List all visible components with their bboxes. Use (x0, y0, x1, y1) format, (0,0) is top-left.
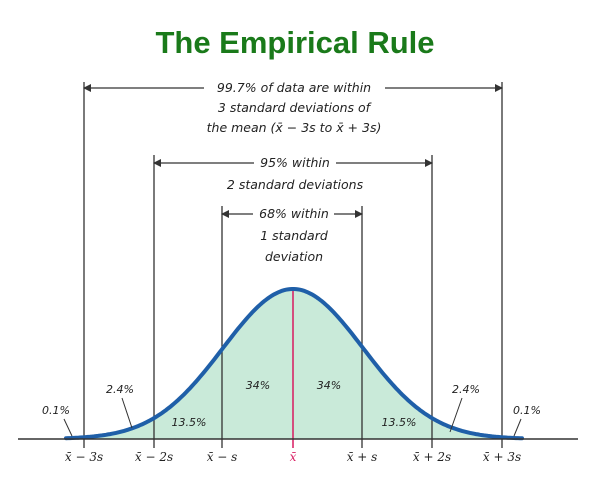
bracket-2sd-line-2: 2 standard deviations (227, 177, 364, 192)
bell-curve (64, 287, 524, 441)
bracket-2sd-line-1: 95% within (260, 155, 330, 170)
label-band-right-inner: 34% (317, 379, 341, 392)
label-band-left-middle: 13.5% (172, 416, 207, 429)
label-band-left-inner: 34% (246, 379, 270, 392)
tick-mean: x̄ (290, 450, 297, 464)
tick-minus-1s: x̄ − s (207, 450, 238, 464)
bracket-2sd: 95% within 2 standard deviations (153, 155, 433, 192)
curve-area (66, 289, 522, 439)
leader-tail-right (513, 418, 522, 437)
label-tail-left: 0.1% (42, 404, 70, 417)
leader-lines (63, 397, 522, 437)
label-band-right-middle: 13.5% (382, 416, 417, 429)
tick-minus-3s: x̄ − 3s (65, 450, 103, 464)
leader-tail-left (63, 418, 73, 437)
leader-left-outer (121, 397, 133, 429)
tick-minus-2s: x̄ − 2s (135, 450, 173, 464)
bracket-1sd-line-1: 68% within (259, 206, 329, 221)
bracket-1sd: 68% within 1 standard deviation (221, 206, 363, 264)
bracket-1sd-line-2: 1 standard (260, 228, 328, 243)
bracket-3sd-line-3: the mean (x̄ − 3s to x̄ + 3s) (207, 120, 382, 135)
page-title: The Empirical Rule (155, 25, 434, 60)
label-band-left-outer: 2.4% (106, 383, 134, 396)
tick-plus-3s: x̄ + 3s (483, 450, 521, 464)
leader-right-outer (449, 397, 463, 433)
axis-tick-labels: x̄ − 3s x̄ − 2s x̄ − s x̄ x̄ + s x̄ + 2s… (65, 450, 521, 464)
label-band-right-outer: 2.4% (452, 383, 480, 396)
region-labels: 34% 34% 13.5% 13.5% 2.4% 2.4% 0.1% 0.1% (42, 379, 541, 429)
label-tail-right: 0.1% (513, 404, 541, 417)
tick-plus-1s: x̄ + s (347, 450, 378, 464)
bracket-1sd-line-3: deviation (265, 249, 323, 264)
bracket-3sd-line-1: 99.7% of data are within (217, 80, 371, 95)
deviation-lines (83, 82, 503, 448)
bracket-3sd: 99.7% of data are within 3 standard devi… (83, 80, 503, 135)
tick-plus-2s: x̄ + 2s (413, 450, 451, 464)
bracket-3sd-line-2: 3 standard deviations of (218, 100, 372, 115)
